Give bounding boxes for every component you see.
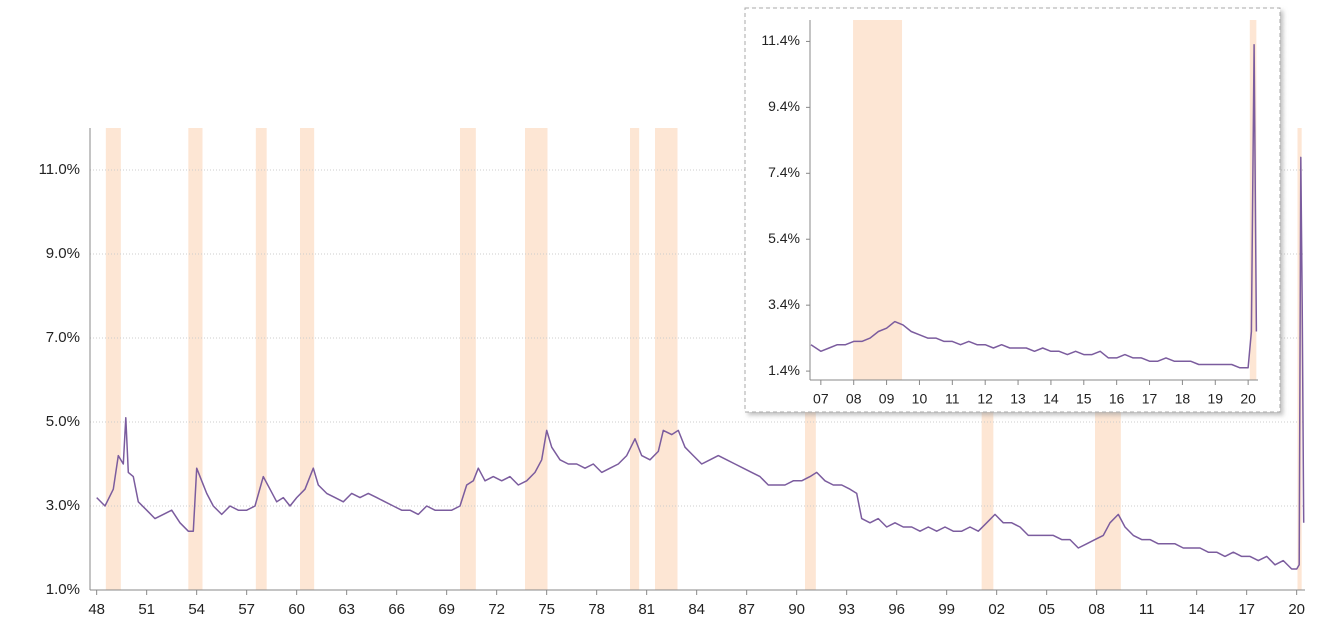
x-tick-label: 19 [1207,391,1223,407]
x-tick-label: 12 [977,391,993,407]
recession-band [655,128,678,590]
x-tick-label: 17 [1142,391,1158,407]
x-tick-label: 11 [1139,601,1155,618]
data-line [96,156,1305,570]
x-tick-label: 93 [838,601,855,618]
recession-band [853,20,903,380]
recession-band [188,128,203,590]
y-tick-label: 1.0% [46,581,80,598]
x-tick-label: 15 [1076,391,1092,407]
x-tick-label: 99 [938,601,955,618]
y-tick-label: 3.4% [768,296,800,312]
x-tick-label: 75 [538,601,555,618]
inset-frame [744,7,1281,413]
y-tick-label: 11.0% [39,161,80,178]
recession-band [255,128,267,590]
recession-band [105,128,121,590]
y-tick-label: 7.0% [46,329,80,346]
y-tick-label: 9.4% [768,98,800,114]
x-tick-label: 87 [738,601,755,618]
x-tick-label: 63 [338,601,355,618]
x-tick-label: 09 [879,391,895,407]
y-tick-label: 11.4% [761,32,800,48]
x-tick-label: 78 [588,601,605,618]
x-tick-label: 69 [438,601,455,618]
x-tick-label: 08 [1088,601,1105,618]
x-tick-label: 05 [1038,601,1055,618]
x-tick-label: 07 [813,391,829,407]
x-tick-label: 11 [945,391,960,407]
x-tick-label: 17 [1238,601,1255,618]
x-tick-label: 54 [188,601,205,618]
x-tick-label: 08 [846,391,862,407]
data-line [810,43,1258,369]
x-tick-label: 81 [638,601,655,618]
recession-band [525,128,548,590]
inset-chart: 1.4% 3.4% 5.4% 7.4% 9.4% 11.4% 07 08 09 10 11 12 13 1… [761,20,1258,407]
x-tick-label: 60 [288,601,305,618]
x-tick-label: 16 [1109,391,1125,407]
x-tick-label: 84 [688,601,705,618]
x-tick-label: 48 [88,601,105,618]
x-tick-label: 14 [1188,601,1205,618]
y-tick-label: 5.0% [46,413,80,430]
recession-band [300,128,315,590]
x-tick-label: 96 [888,601,905,618]
y-tick-label: 3.0% [46,497,80,514]
x-tick-label: 90 [788,601,805,618]
x-tick-label: 13 [1010,391,1026,407]
x-tick-label: 20 [1288,601,1305,618]
x-tick-label: 14 [1043,391,1059,407]
recession-band [460,128,476,590]
x-tick-label: 72 [488,601,505,618]
x-tick-label: 51 [138,601,155,618]
x-tick-label: 10 [912,391,928,407]
x-tick-label: 57 [238,601,255,618]
x-tick-label: 66 [388,601,405,618]
y-tick-label: 9.0% [46,245,80,262]
x-tick-label: 18 [1175,391,1191,407]
x-tick-label: 02 [988,601,1005,618]
y-tick-label: 7.4% [768,164,800,180]
y-tick-label: 1.4% [768,362,800,378]
x-tick-label: 20 [1240,391,1256,407]
recession-band [630,128,640,590]
y-tick-label: 5.4% [768,230,800,246]
